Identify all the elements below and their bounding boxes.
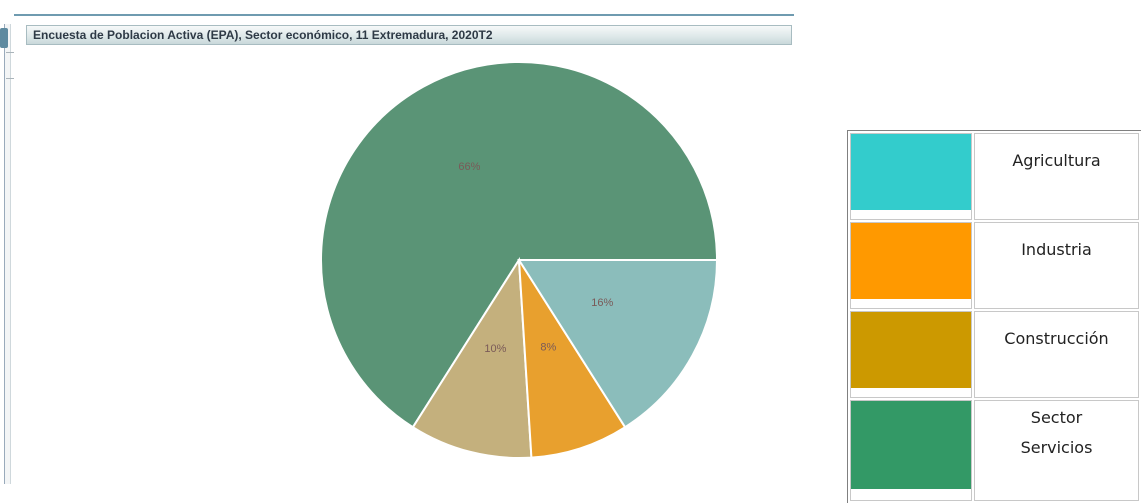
legend-swatch-industria	[851, 223, 971, 300]
legend-table: Agricultura Industria Construcción Secto…	[847, 130, 1141, 503]
pie-slice-label-sector-servicios: 66%	[458, 161, 480, 173]
legend-label-line: Servicios	[1020, 438, 1093, 458]
legend-row: Construcción	[850, 311, 1139, 399]
window-edge-tick	[6, 52, 14, 53]
pie-slice-sector-servicios	[320, 61, 719, 429]
pie-slice-industria	[518, 259, 627, 459]
legend-label-industria: Industria	[1021, 240, 1092, 260]
window-scrollbar-edge[interactable]	[4, 24, 11, 484]
window-edge-cap	[0, 28, 8, 48]
pie-chart: 66% 10% 8% 16%	[320, 61, 719, 459]
legend-label-cell: Industria	[974, 222, 1139, 310]
legend-swatch-agricultura	[851, 134, 971, 210]
window-edge-tick	[6, 78, 14, 79]
legend-row: Agricultura	[850, 133, 1139, 221]
legend-swatch-cell	[850, 222, 972, 310]
window-top-rule	[14, 14, 794, 16]
pie-slice-construccion	[411, 256, 533, 459]
legend-label-cell: Agricultura	[974, 133, 1139, 221]
legend-swatch-sector-servicios	[851, 401, 971, 490]
pie-slice-agricultura	[517, 259, 719, 429]
window-left-edge	[0, 24, 14, 488]
legend-label-line: Sector	[1030, 408, 1083, 428]
legend-label-sector-servicios: Sector Servicios	[975, 401, 1138, 463]
pie-slice-label-construccion: 10%	[484, 343, 506, 355]
pie-slice-label-agricultura: 16%	[591, 297, 613, 309]
legend-swatch-cell	[850, 133, 972, 221]
legend-label-construccion: Construcción	[1004, 329, 1109, 349]
pie-slice-label-industria: 8%	[540, 341, 556, 353]
legend-label-cell: Sector Servicios	[974, 400, 1139, 501]
legend-label-agricultura: Agricultura	[1012, 151, 1101, 170]
chart-title: Encuesta de Poblacion Activa (EPA), Sect…	[26, 25, 792, 45]
legend-swatch-construccion	[851, 312, 971, 389]
legend-row: Industria	[850, 222, 1139, 310]
legend-swatch-cell	[850, 400, 972, 501]
legend-label-cell: Construcción	[974, 311, 1139, 399]
legend-row: Sector Servicios	[850, 400, 1139, 501]
legend-swatch-cell	[850, 311, 972, 399]
